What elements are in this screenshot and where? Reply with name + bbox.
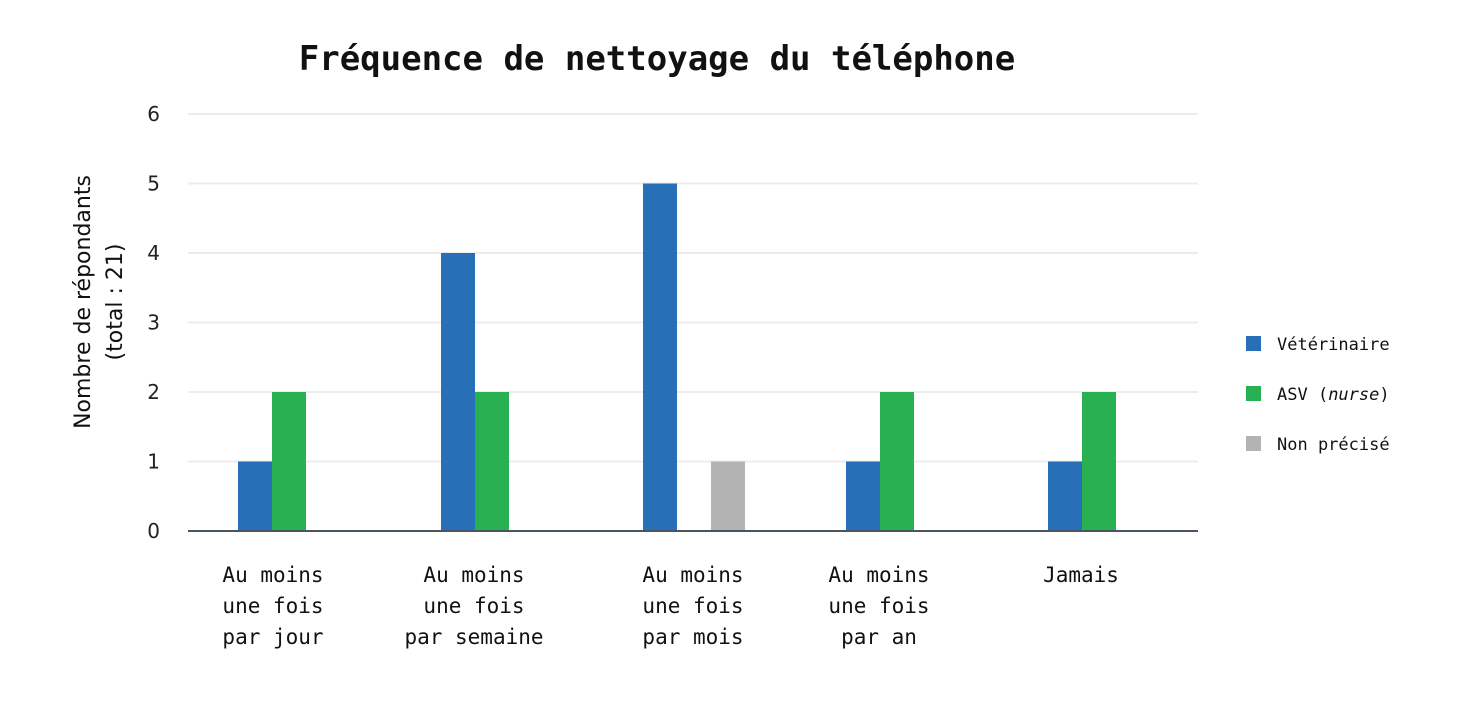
chart-title: Fréquence de nettoyage du téléphone bbox=[299, 39, 1015, 79]
x-category-label: une fois bbox=[828, 594, 929, 618]
bar bbox=[880, 392, 914, 531]
bar bbox=[238, 461, 272, 531]
x-category-label: une fois bbox=[642, 594, 743, 618]
legend-label: ASV (nurse) bbox=[1277, 385, 1390, 405]
y-tick-label: 1 bbox=[147, 450, 160, 474]
x-category-label: Au moins bbox=[642, 563, 743, 587]
y-axis-title-line: (total : 21) bbox=[103, 244, 128, 361]
x-category-label: une fois bbox=[222, 594, 323, 618]
bar bbox=[475, 392, 509, 531]
y-axis-label: Nombre de répondants (total : 21) bbox=[71, 175, 128, 429]
x-category-label: Au moins bbox=[222, 563, 323, 587]
bar bbox=[846, 461, 880, 531]
legend-label: Non précisé bbox=[1277, 435, 1390, 455]
legend-swatch bbox=[1246, 386, 1261, 401]
legend-swatch bbox=[1246, 336, 1261, 351]
x-category-label: par semaine bbox=[404, 625, 543, 649]
bar bbox=[1048, 461, 1082, 531]
x-category-label: Au moins bbox=[828, 563, 929, 587]
y-tick-label: 4 bbox=[147, 241, 160, 265]
y-tick-label: 0 bbox=[147, 519, 160, 543]
bars bbox=[238, 183, 1116, 531]
x-category-label: une fois bbox=[423, 594, 524, 618]
legend-label-italic: nurse bbox=[1328, 385, 1379, 405]
legend-swatch bbox=[1246, 436, 1261, 451]
y-axis-title-line: Nombre de répondants bbox=[71, 175, 96, 429]
legend-label-part: ) bbox=[1379, 385, 1389, 405]
x-category-label: par mois bbox=[642, 625, 743, 649]
x-axis-categories: Au moins une fois par jour Au moins une fois… bbox=[222, 563, 1119, 649]
gridlines bbox=[188, 113, 1198, 463]
y-tick-label: 6 bbox=[147, 102, 160, 126]
bar bbox=[643, 183, 677, 531]
y-tick-label: 5 bbox=[147, 172, 160, 196]
y-axis-ticks: 0 1 2 3 4 5 6 bbox=[147, 102, 160, 543]
bar bbox=[272, 392, 306, 531]
legend-label: Vétérinaire bbox=[1277, 335, 1390, 355]
bar bbox=[1082, 392, 1116, 531]
bar bbox=[711, 461, 745, 531]
bar bbox=[441, 253, 475, 531]
x-category-label: Au moins bbox=[423, 563, 524, 587]
x-category-label: par jour bbox=[222, 625, 323, 649]
legend: Vétérinaire ASV (nurse) Non précisé bbox=[1246, 335, 1390, 455]
x-category-label: par an bbox=[841, 625, 917, 649]
y-tick-label: 2 bbox=[147, 380, 160, 404]
y-tick-label: 3 bbox=[147, 311, 160, 335]
legend-label-part: ASV ( bbox=[1277, 385, 1328, 405]
x-category-label: Jamais bbox=[1043, 563, 1119, 587]
